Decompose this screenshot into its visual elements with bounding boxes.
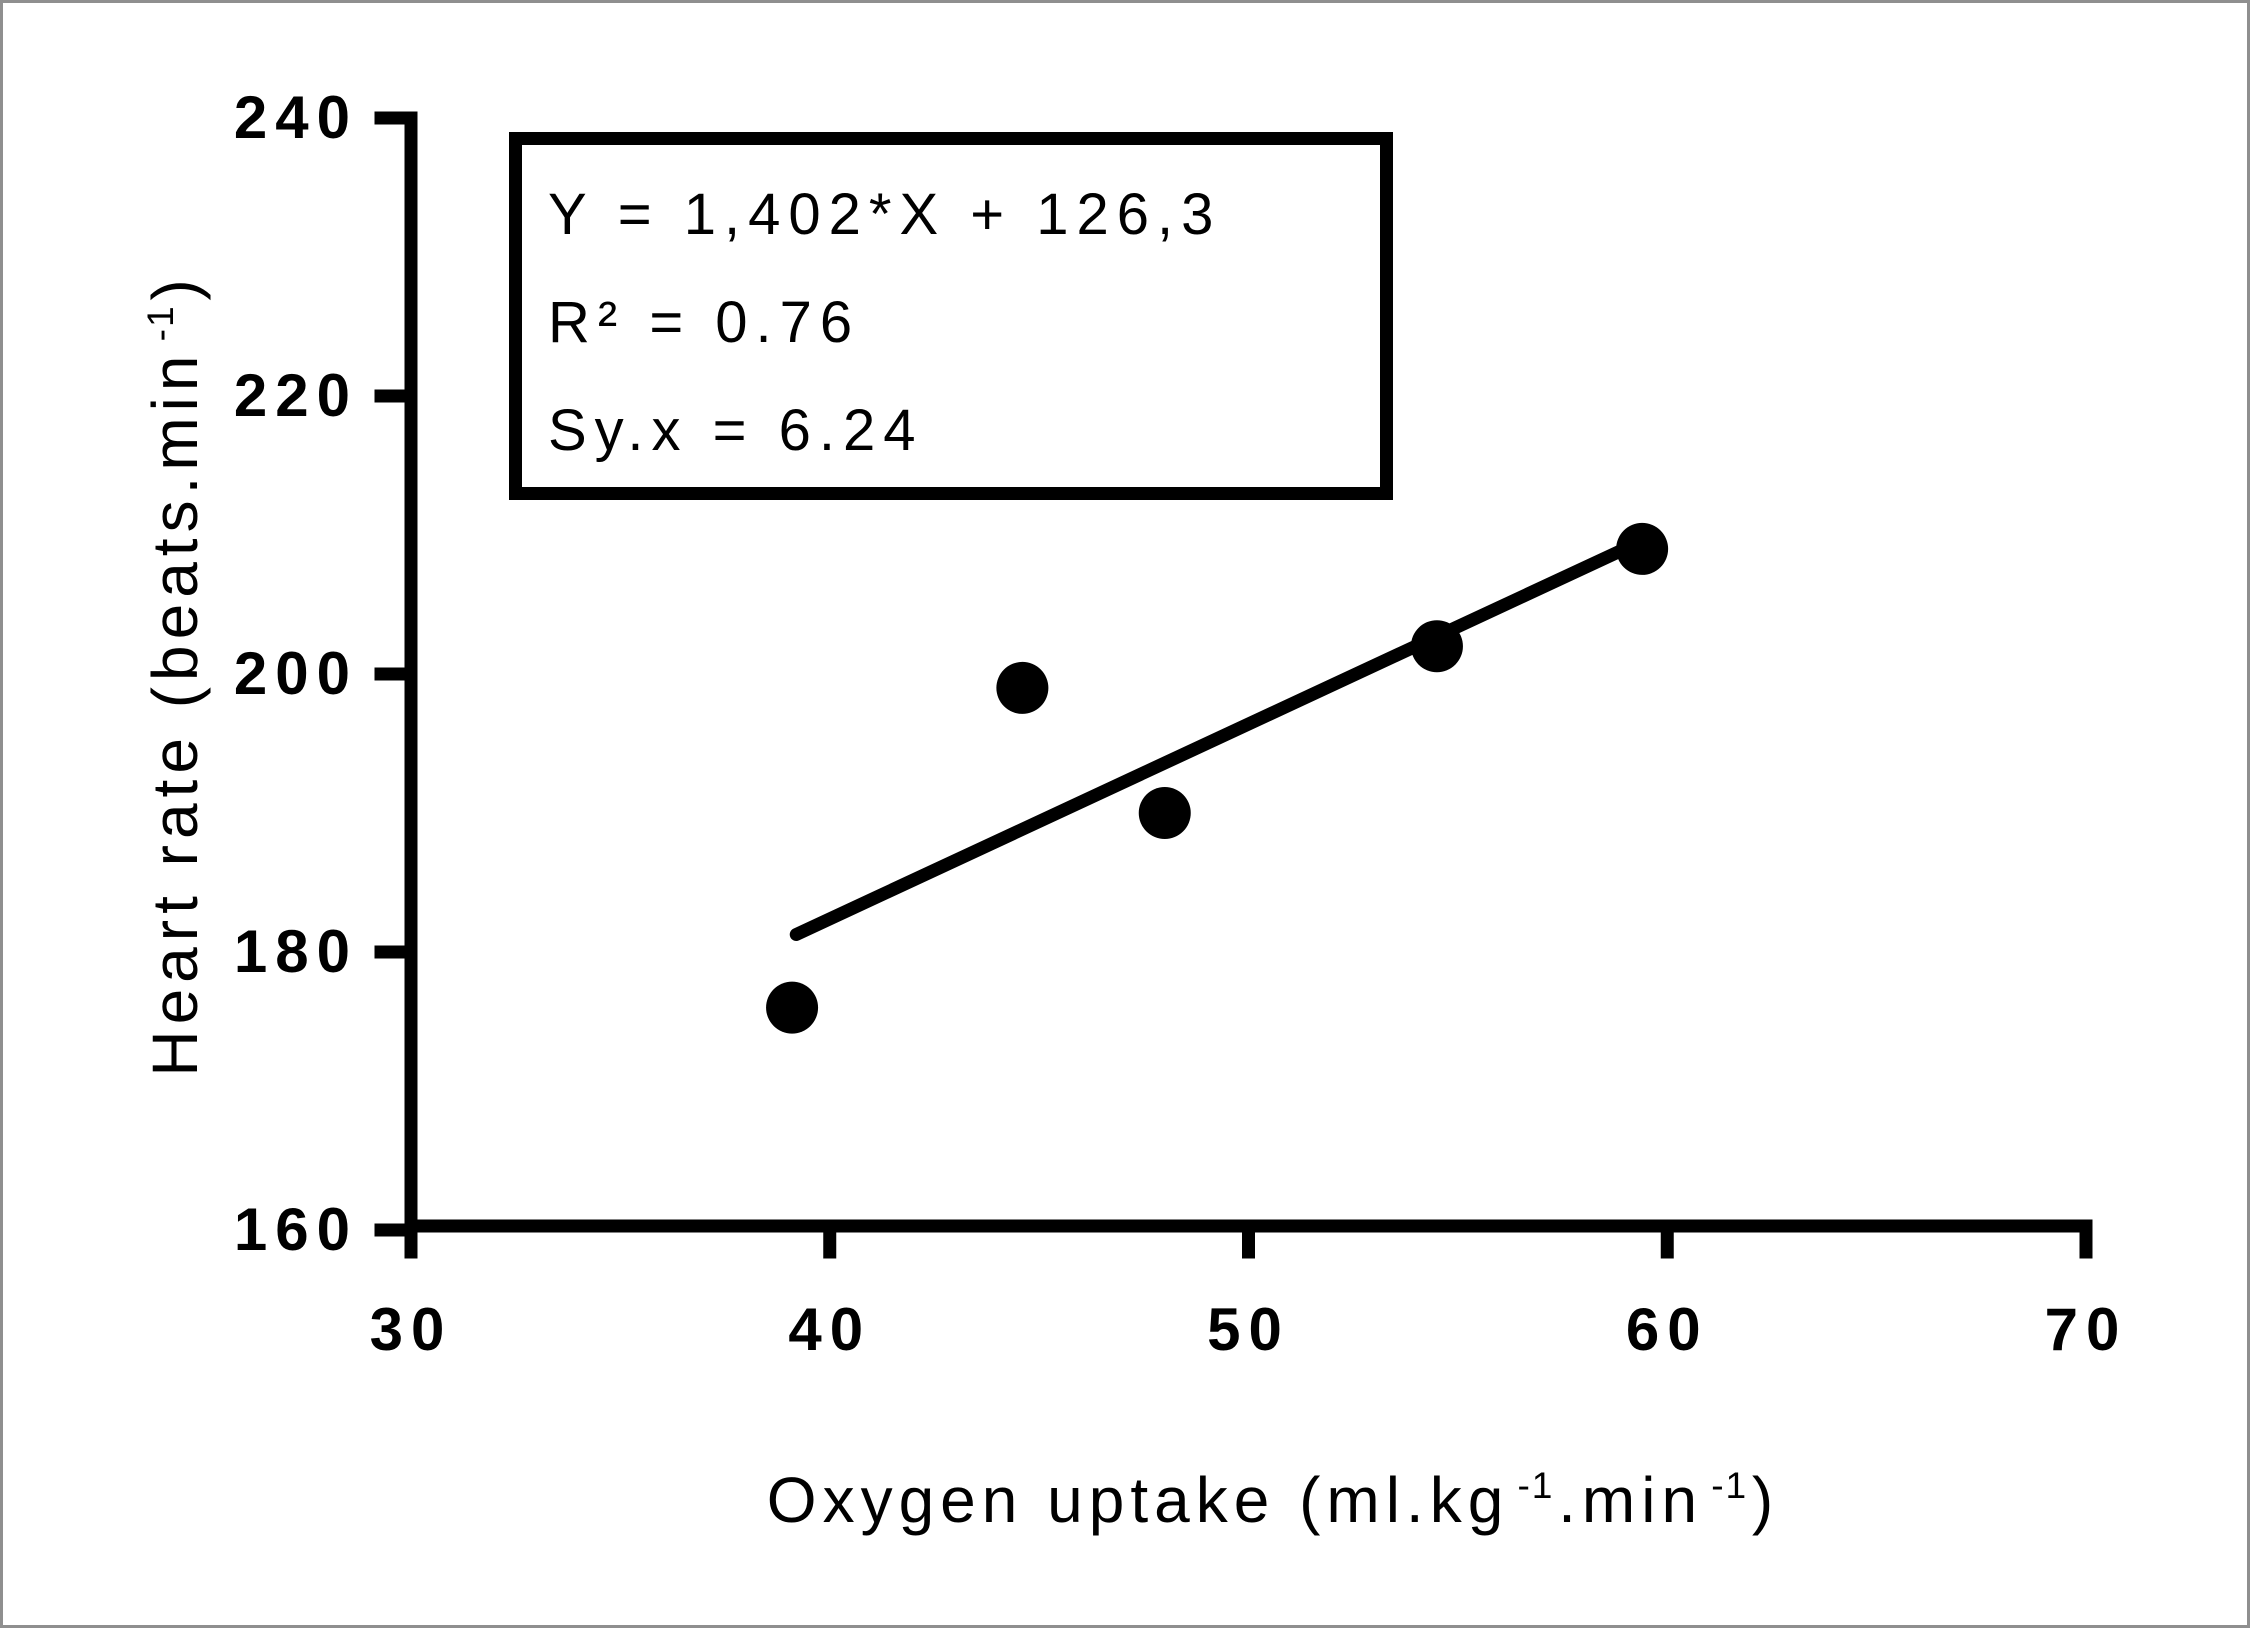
y-tick-label-240: 240: [233, 84, 358, 151]
y-tick-label-180: 180: [233, 918, 358, 985]
data-point: [1138, 787, 1191, 839]
y-tick-label-220: 220: [233, 362, 358, 429]
y-axis-title-close: ): [139, 273, 211, 301]
data-point: [1410, 620, 1463, 673]
x-axis-title: Oxygen uptake (ml.kg -1.min -1): [767, 1463, 1779, 1537]
x-tick-label-60: 60: [1625, 1296, 1709, 1363]
regression-equation: Y = 1,402*X + 126,3: [548, 182, 1222, 247]
y-tick-label-200: 200: [233, 640, 358, 707]
x-tick-label-30: 30: [369, 1296, 453, 1363]
data-point: [996, 661, 1049, 714]
y-axis-title: Heart rate (beats.min -1): [138, 273, 212, 1076]
regression-trend-line: [789, 534, 1649, 942]
x-axis-title-mid: .min: [1558, 1464, 1704, 1536]
regression-stats-box: Y = 1,402*X + 126,3 R² = 0.76 Sy.x = 6.2…: [509, 132, 1393, 500]
x-axis-title-superscript-1: -1: [1517, 1463, 1555, 1506]
chart-canvas: [374, 111, 2093, 1259]
x-tick-label-40: 40: [788, 1296, 872, 1363]
x-axis-title-text: Oxygen uptake (ml.kg: [766, 1464, 1510, 1536]
x-tick-label-70: 70: [2044, 1296, 2128, 1363]
y-axis-title-superscript: -1: [138, 304, 181, 342]
x-axis-title-superscript-2: -1: [1711, 1463, 1749, 1506]
y-axis-title-text: Heart rate (beats.min: [139, 349, 211, 1077]
x-axis-title-close: ): [1751, 1464, 1780, 1536]
data-point: [766, 981, 819, 1034]
r-squared-value: R² = 0.76: [548, 290, 861, 355]
y-tick-label-160: 160: [233, 1196, 358, 1263]
data-point: [1616, 522, 1669, 575]
x-tick-label-50: 50: [1207, 1296, 1290, 1363]
sy-x-value: Sy.x = 6.24: [548, 398, 924, 463]
